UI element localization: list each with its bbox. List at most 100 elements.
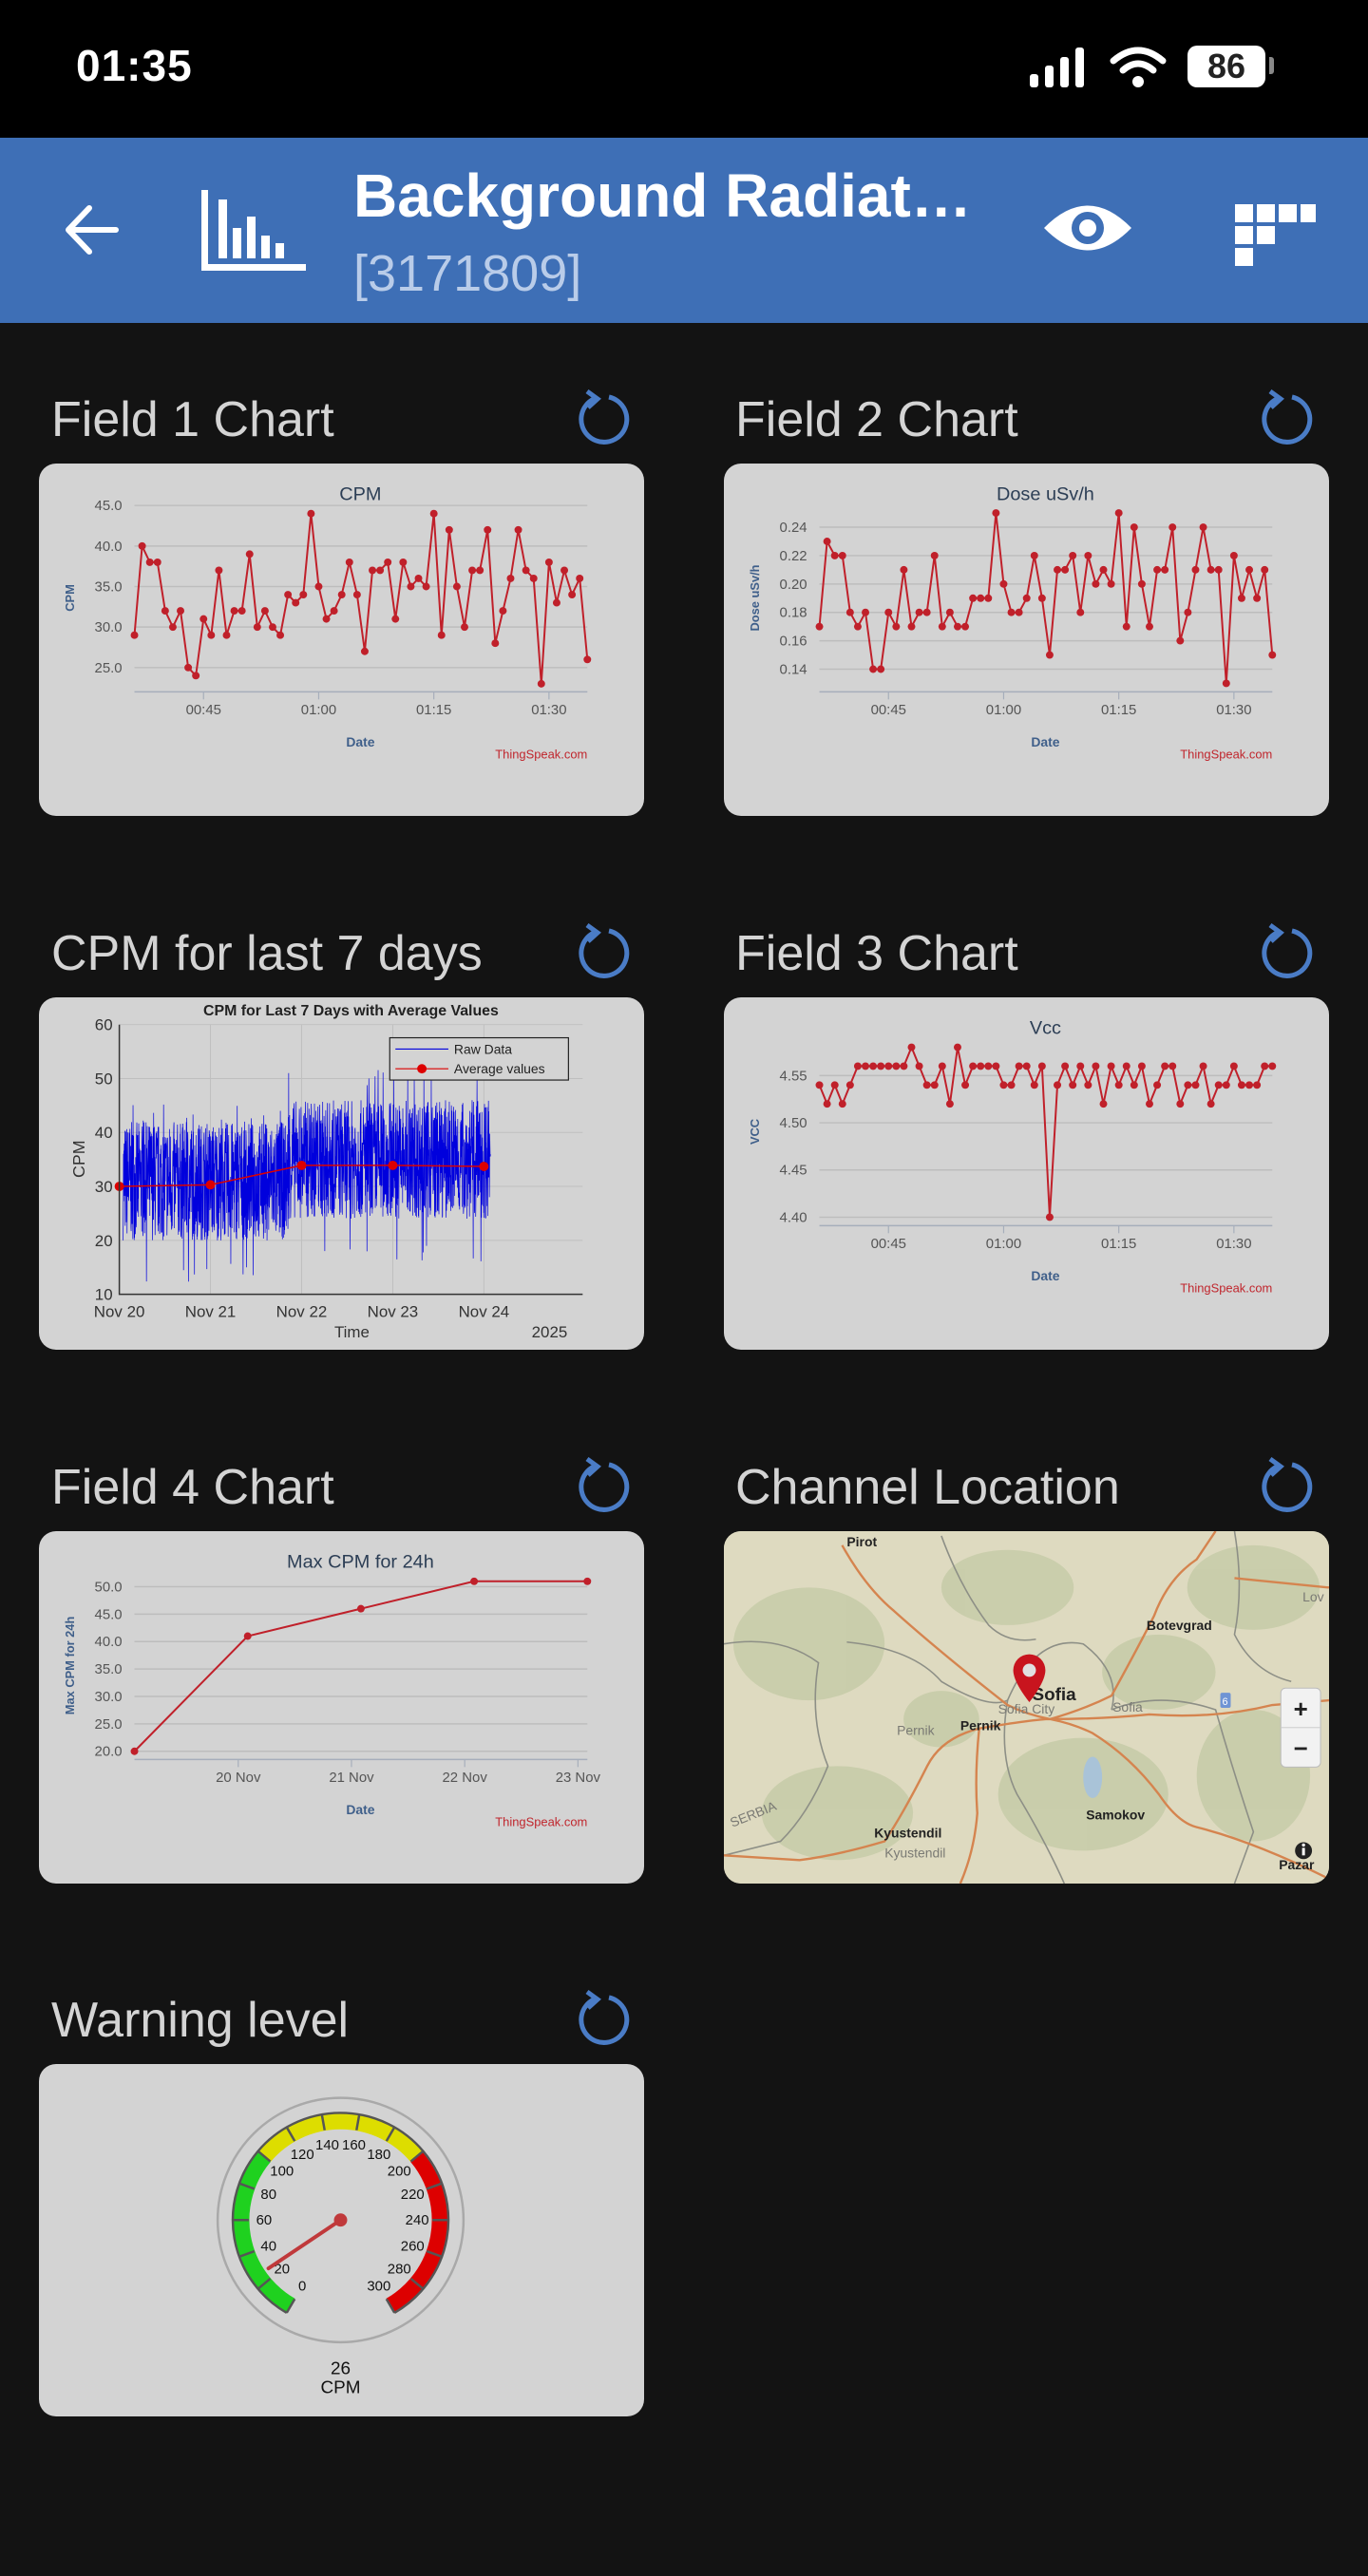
data-point <box>884 1062 893 1070</box>
y-tick-label: 4.50 <box>780 1116 808 1131</box>
data-point <box>930 551 939 559</box>
refresh-icon[interactable] <box>575 389 632 446</box>
channel-location-map[interactable]: Pirot Botevgrad Sofia Pernik Samokov Kyu… <box>724 1531 1329 1884</box>
y-tick-label: 50 <box>95 1070 113 1088</box>
data-point <box>352 591 361 598</box>
data-point <box>1069 1081 1077 1089</box>
data-point <box>1176 1100 1185 1108</box>
data-point <box>1107 579 1115 588</box>
data-point <box>1176 636 1185 645</box>
data-point <box>853 622 862 631</box>
data-point <box>1076 1062 1085 1070</box>
refresh-icon[interactable] <box>575 1457 632 1514</box>
data-point <box>884 608 893 616</box>
data-point <box>945 608 954 616</box>
data-point <box>1037 1062 1046 1070</box>
legend-box <box>389 1036 569 1081</box>
data-point <box>1199 1062 1207 1070</box>
x-axis-label: Time <box>334 1323 370 1341</box>
series-line <box>818 512 1274 684</box>
refresh-icon[interactable] <box>1258 923 1315 980</box>
data-point <box>1237 1081 1245 1089</box>
data-point <box>1206 1100 1215 1108</box>
field1-chart-card[interactable]: CPM 25.0 30.0 35.0 40.0 45.0 00:45 01:00 01:15 01… <box>39 464 644 816</box>
field3-chart-card[interactable]: Vcc 4.40 4.45 4.50 4.55 00:45 01:00 01:15 01:30 D… <box>724 997 1329 1350</box>
app-header: Background Radiat… [3171809] <box>0 138 1368 323</box>
x-tick-label: Nov 21 <box>185 1302 237 1320</box>
map-label-samokov: Samokov <box>1086 1808 1145 1823</box>
data-point <box>1184 608 1192 616</box>
x-tick-label: 22 Nov <box>443 1771 488 1786</box>
widget-title-field4: Field 4 Chart <box>51 1460 334 1515</box>
data-point <box>1130 523 1138 532</box>
data-point <box>815 1081 824 1089</box>
refresh-icon[interactable] <box>1258 1457 1315 1514</box>
data-point <box>1153 565 1162 574</box>
data-point <box>522 566 530 575</box>
data-point <box>877 1062 885 1070</box>
x-axis-label: Date <box>346 1802 374 1817</box>
cpm-7days-chart-card[interactable]: CPM for Last 7 Days with Average Values 1… <box>39 997 644 1350</box>
refresh-icon[interactable] <box>575 1990 632 2047</box>
refresh-icon[interactable] <box>1258 389 1315 446</box>
battery-icon: 86 <box>1188 46 1265 87</box>
gauge-tick-label: 0 <box>298 2280 306 2295</box>
data-point <box>1045 651 1054 659</box>
data-point <box>984 594 993 602</box>
map-zoom-out-button[interactable]: − <box>1294 1736 1308 1763</box>
data-point <box>506 575 515 582</box>
y-tick-label: 20.0 <box>95 1745 123 1760</box>
map-zoom-in-button[interactable]: + <box>1294 1696 1308 1723</box>
data-point <box>583 655 592 664</box>
data-point <box>1061 565 1070 574</box>
back-arrow-icon[interactable] <box>59 197 125 263</box>
data-point <box>1069 551 1077 559</box>
road-sign-label: 6 <box>1223 1696 1228 1708</box>
data-point <box>1206 565 1215 574</box>
x-tick-label: 01:15 <box>1101 1237 1136 1252</box>
data-point <box>953 622 961 631</box>
data-point <box>838 1100 846 1108</box>
qr-grid-icon[interactable] <box>1235 195 1316 275</box>
y-tick-label: 0.14 <box>780 662 808 677</box>
location-marker-icon[interactable] <box>1013 1654 1046 1703</box>
warning-level-gauge-card[interactable]: 0 20 40 60 80 100 120 140 160 180 200 220 240 260 280 3… <box>39 2064 644 2416</box>
data-point <box>576 575 584 582</box>
data-point <box>1268 651 1277 659</box>
gauge-tick-label: 160 <box>342 2138 366 2153</box>
data-point <box>1054 1081 1062 1089</box>
gauge-tick <box>426 2182 443 2190</box>
map-info-icon[interactable] <box>1295 1842 1313 1860</box>
data-point <box>514 525 522 534</box>
data-point <box>992 1062 1000 1070</box>
x-tick-label: Nov 22 <box>276 1302 328 1320</box>
x-tick-label: Nov 20 <box>94 1302 145 1320</box>
chart-credit: ThingSpeak.com <box>495 748 587 762</box>
data-point <box>853 1062 862 1070</box>
data-point <box>284 591 293 598</box>
data-point <box>969 1062 978 1070</box>
y-tick-label: 25.0 <box>95 1717 123 1733</box>
channel-id: [3171809] <box>353 245 582 302</box>
data-point <box>938 622 946 631</box>
refresh-icon[interactable] <box>575 923 632 980</box>
data-point <box>915 1062 923 1070</box>
field4-chart-card[interactable]: Max CPM for 24h 20.0 25.0 30.0 35.0 40.0 45.0 5… <box>39 1531 644 1884</box>
y-tick-label: 4.55 <box>780 1069 808 1084</box>
data-point <box>230 607 238 616</box>
y-axis-label: Dose uSv/h <box>748 564 762 631</box>
data-point <box>399 558 408 566</box>
data-point <box>1007 1081 1016 1089</box>
field3-chart: Vcc 4.40 4.45 4.50 4.55 00:45 01:00 01:15 01:30 D… <box>748 1018 1277 1296</box>
field2-chart-card[interactable]: Dose uSv/h 0.14 0.16 0.18 0.20 0.22 0.24 00:45 0… <box>724 464 1329 816</box>
data-point <box>1191 565 1200 574</box>
road-sign-icon <box>1220 1693 1231 1708</box>
eye-icon[interactable] <box>1040 195 1135 261</box>
y-axis-label: VCC <box>748 1119 762 1145</box>
x-axis-label: Date <box>346 734 374 749</box>
map-canvas[interactable]: Pirot Botevgrad Sofia Pernik Samokov Kyu… <box>724 1531 1329 1884</box>
data-point <box>977 1062 985 1070</box>
data-point <box>1222 679 1230 688</box>
data-point <box>823 538 831 545</box>
legend-raw-label: Raw Data <box>454 1041 512 1056</box>
